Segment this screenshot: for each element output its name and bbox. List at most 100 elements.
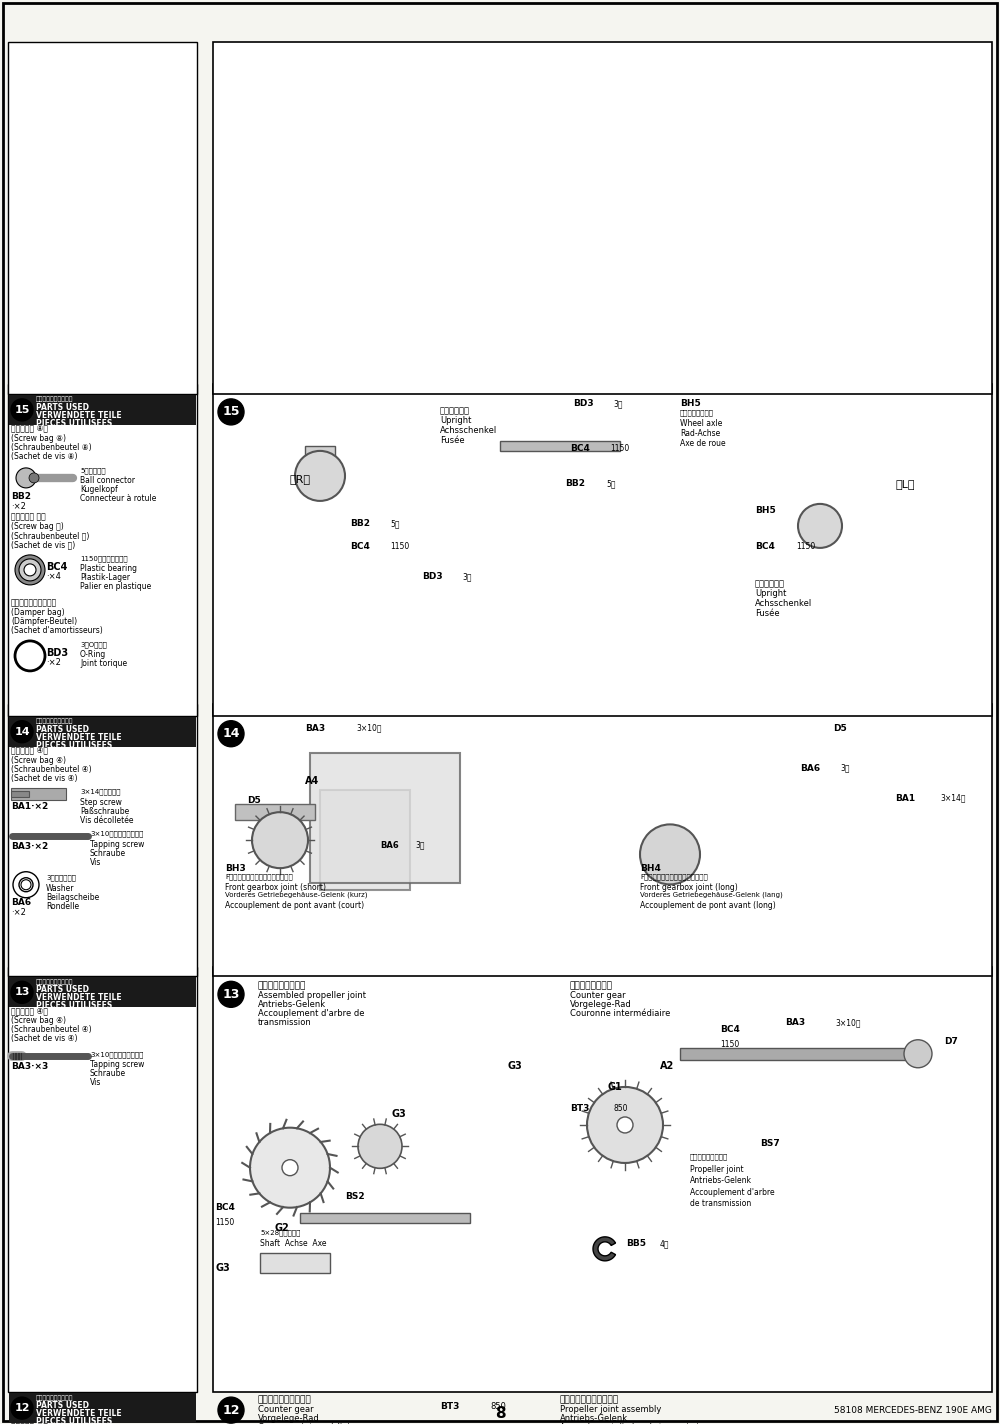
Text: 13: 13 xyxy=(14,987,30,997)
Text: （ダンパー部品袋詰）: （ダンパー部品袋詰） xyxy=(11,598,57,607)
Text: D5: D5 xyxy=(833,723,847,733)
Text: Front gearbox joint (long): Front gearbox joint (long) xyxy=(640,883,738,891)
Text: Vis décolletée: Vis décolletée xyxy=(80,816,134,824)
Text: BA6: BA6 xyxy=(380,840,399,850)
Text: (Schraubenbeutel ④): (Schraubenbeutel ④) xyxy=(11,1025,92,1034)
Text: （ビス袋詰 ④）: （ビス袋詰 ④） xyxy=(11,746,48,755)
Text: Couronne intermédiaire: Couronne intermédiaire xyxy=(570,1010,670,1018)
Text: 12: 12 xyxy=(222,1404,240,1417)
Text: BC4: BC4 xyxy=(570,444,590,453)
Text: Assembled propeller joint: Assembled propeller joint xyxy=(258,991,366,1000)
Text: D7: D7 xyxy=(944,1037,958,1045)
Circle shape xyxy=(11,399,33,422)
Text: PARTS USED: PARTS USED xyxy=(36,1401,89,1410)
Text: （ビス袋詰 ④）: （ビス袋詰 ④） xyxy=(11,1007,48,1015)
Text: Plastik-Lager: Plastik-Lager xyxy=(80,572,130,582)
Text: Vis: Vis xyxy=(90,1078,101,1088)
Text: PARTS USED: PARTS USED xyxy=(36,725,89,733)
Text: 〈使用する小物金具〉: 〈使用する小物金具〉 xyxy=(36,719,74,725)
Text: Achsschenkel: Achsschenkel xyxy=(755,600,812,608)
Text: Antriebs-Gelenk: Antriebs-Gelenk xyxy=(690,1176,752,1185)
Circle shape xyxy=(11,1397,33,1420)
Text: 〈L〉: 〈L〉 xyxy=(896,478,916,488)
Text: BC4: BC4 xyxy=(350,543,370,551)
Text: Beilagscheibe: Beilagscheibe xyxy=(46,893,99,901)
Text: A4: A4 xyxy=(305,776,319,786)
Text: 1150プラベアリング: 1150プラベアリング xyxy=(80,555,128,561)
Text: Schraube: Schraube xyxy=(90,849,126,857)
Text: 3㎜ワッシャー: 3㎜ワッシャー xyxy=(46,874,76,881)
Circle shape xyxy=(295,451,345,501)
Circle shape xyxy=(19,877,33,891)
Text: Rondelle: Rondelle xyxy=(46,901,79,911)
Circle shape xyxy=(21,880,31,890)
Text: G2: G2 xyxy=(275,1223,289,1233)
Text: 〈使用する小物金具〉: 〈使用する小物金具〉 xyxy=(36,1396,74,1401)
Circle shape xyxy=(904,1040,932,1068)
Text: 3×10㎜: 3×10㎜ xyxy=(356,723,382,733)
Text: BD3: BD3 xyxy=(422,572,443,581)
Text: BB2: BB2 xyxy=(350,518,370,528)
Text: Accouplement de pont avant (court): Accouplement de pont avant (court) xyxy=(225,901,364,910)
Text: Upright: Upright xyxy=(755,590,786,598)
Bar xyxy=(305,446,335,481)
Text: 3㎜Oリング: 3㎜Oリング xyxy=(80,641,107,648)
Text: (Screw bag ④): (Screw bag ④) xyxy=(11,1017,66,1025)
Text: 〈カウンターギヤー〉: 〈カウンターギヤー〉 xyxy=(258,1396,312,1404)
Circle shape xyxy=(252,812,308,869)
Text: PARTS USED: PARTS USED xyxy=(36,985,89,994)
Circle shape xyxy=(587,1087,663,1163)
Text: VERWENDETE TEILE: VERWENDETE TEILE xyxy=(36,412,122,420)
Text: ·×2: ·×2 xyxy=(11,501,26,511)
Text: 15: 15 xyxy=(14,404,30,414)
Circle shape xyxy=(218,721,244,746)
Text: 850: 850 xyxy=(613,1104,628,1112)
Text: 〈プロペラジョイント〉: 〈プロペラジョイント〉 xyxy=(560,1396,619,1404)
Text: 3×14㎜: 3×14㎜ xyxy=(940,793,966,803)
Text: （ビス袋詰 ⑧）: （ビス袋詰 ⑧） xyxy=(11,424,48,433)
Text: 1150: 1150 xyxy=(215,1218,234,1226)
Text: BT3: BT3 xyxy=(440,1403,459,1411)
Circle shape xyxy=(250,1128,330,1208)
Text: BB2: BB2 xyxy=(11,491,31,501)
Circle shape xyxy=(358,1125,402,1168)
Text: BB5: BB5 xyxy=(626,1239,646,1247)
Text: 15: 15 xyxy=(222,406,240,419)
Text: 4㎜: 4㎜ xyxy=(660,1239,670,1247)
Text: BH4: BH4 xyxy=(640,864,661,873)
Text: ·×2: ·×2 xyxy=(11,907,26,917)
Text: VERWENDETE TEILE: VERWENDETE TEILE xyxy=(36,1410,122,1418)
Circle shape xyxy=(16,468,36,488)
Text: BA1: BA1 xyxy=(895,793,915,803)
Bar xyxy=(11,790,29,797)
Text: BD3: BD3 xyxy=(46,648,68,658)
Text: BB2: BB2 xyxy=(565,478,585,488)
Bar xyxy=(213,967,992,1393)
Bar xyxy=(8,41,197,394)
Text: 1150: 1150 xyxy=(720,1040,739,1048)
Text: Connecteur à rotule: Connecteur à rotule xyxy=(80,494,156,503)
Text: Counter gear: Counter gear xyxy=(258,1405,314,1414)
Circle shape xyxy=(13,871,39,897)
Text: 5㎜: 5㎜ xyxy=(390,518,400,528)
Text: 5㎜ピボール: 5㎜ピボール xyxy=(80,467,106,474)
Text: Accouplement d'arbre de: Accouplement d'arbre de xyxy=(258,1010,364,1018)
Text: Propeller joint: Propeller joint xyxy=(690,1165,744,1173)
Text: G3: G3 xyxy=(392,1109,407,1119)
Text: 〈使用する小物金具〉: 〈使用する小物金具〉 xyxy=(36,980,74,985)
Circle shape xyxy=(19,558,41,581)
Text: 14: 14 xyxy=(14,726,30,736)
Text: (Sachet de vis ④): (Sachet de vis ④) xyxy=(11,773,78,783)
Text: （ビス袋詰 ⓒ）: （ビス袋詰 ⓒ） xyxy=(11,511,46,521)
Circle shape xyxy=(798,504,842,548)
Text: Accouplement d'arbre: Accouplement d'arbre xyxy=(690,1188,775,1196)
Text: BA6: BA6 xyxy=(800,763,820,773)
Bar xyxy=(8,383,197,716)
Text: Vorderes Getriebegehäuse-Gelenk (kurz): Vorderes Getriebegehäuse-Gelenk (kurz) xyxy=(225,891,368,899)
Text: Wheel axle: Wheel axle xyxy=(680,419,722,427)
Text: VERWENDETE TEILE: VERWENDETE TEILE xyxy=(36,994,122,1002)
Text: Fusée: Fusée xyxy=(440,436,465,444)
Text: G3: G3 xyxy=(215,1263,230,1273)
Bar xyxy=(11,787,66,800)
Text: (Schraubenbeutel ④): (Schraubenbeutel ④) xyxy=(11,765,92,773)
